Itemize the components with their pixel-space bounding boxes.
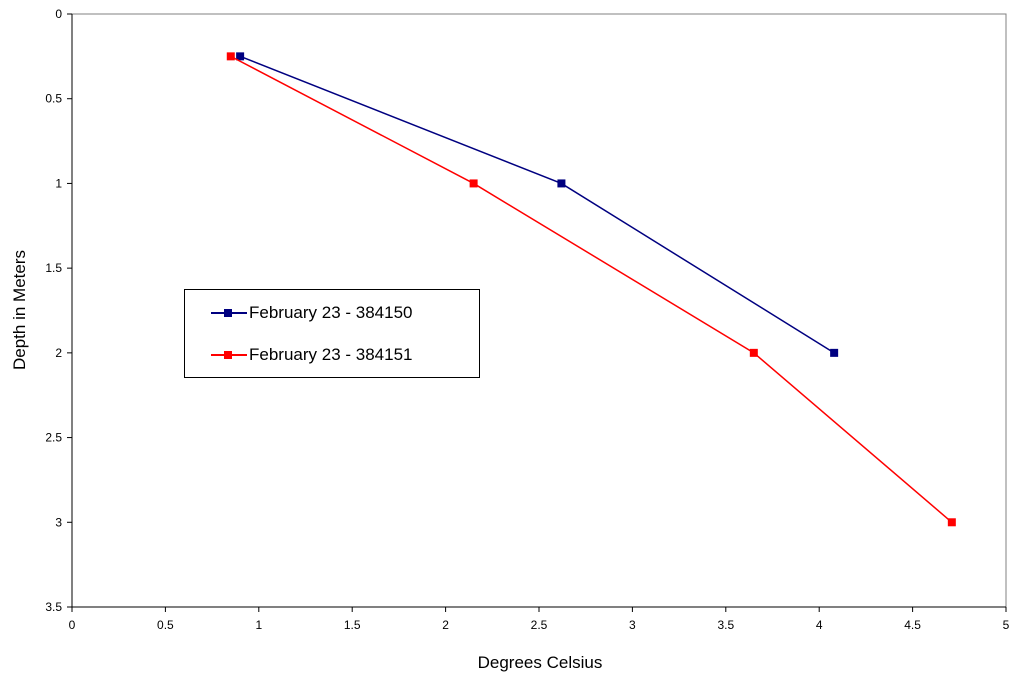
y-tick-label: 3.5 xyxy=(45,600,62,614)
x-tick-label: 2 xyxy=(442,618,449,632)
y-tick-label: 2 xyxy=(55,346,62,360)
data-point-marker xyxy=(236,52,245,61)
y-tick-label: 2.5 xyxy=(45,431,62,445)
x-tick-label: 3.5 xyxy=(717,618,734,632)
data-point-marker xyxy=(947,518,956,527)
y-tick-label: 3 xyxy=(55,515,62,529)
data-point-marker xyxy=(749,348,758,357)
y-tick-label: 1.5 xyxy=(45,261,62,275)
x-tick-label: 4.5 xyxy=(904,618,921,632)
data-point-marker xyxy=(830,348,839,357)
x-tick-label: 3 xyxy=(629,618,636,632)
data-point-marker xyxy=(469,179,478,188)
series-line-2 xyxy=(230,55,953,523)
x-axis-title: Degrees Celsius xyxy=(478,653,603,672)
legend-label-series-2: February 23 - 384151 xyxy=(249,345,413,364)
y-axis-title: Depth in Meters xyxy=(10,250,29,370)
legend-item-series-2: February 23 - 384151 xyxy=(211,344,413,366)
x-tick-label: 0 xyxy=(69,618,76,632)
x-tick-label: 4 xyxy=(816,618,823,632)
x-tick-label: 1.5 xyxy=(344,618,361,632)
y-tick-label: 0.5 xyxy=(45,92,62,106)
legend: February 23 - 384150 February 23 - 38415… xyxy=(184,289,480,378)
plot-area: 0 0.5 1 1.5 2 2.5 3 3.5 4 4.5 5 0 0.5 1 1.5 2 2.5 3 3.5 xyxy=(45,7,1009,632)
legend-item-series-1: February 23 - 384150 xyxy=(211,302,413,324)
data-point-marker xyxy=(226,52,235,61)
legend-swatch-series-2 xyxy=(211,348,247,362)
x-tick-label: 0.5 xyxy=(157,618,174,632)
legend-label-series-1: February 23 - 384150 xyxy=(249,303,413,322)
data-point-marker xyxy=(557,179,566,188)
x-tick-label: 5 xyxy=(1003,618,1009,632)
x-tick-label: 2.5 xyxy=(531,618,548,632)
y-tick-label: 1 xyxy=(55,176,62,190)
legend-swatch-series-1 xyxy=(211,306,247,320)
x-tick-label: 1 xyxy=(255,618,262,632)
y-tick-label: 0 xyxy=(55,7,62,21)
